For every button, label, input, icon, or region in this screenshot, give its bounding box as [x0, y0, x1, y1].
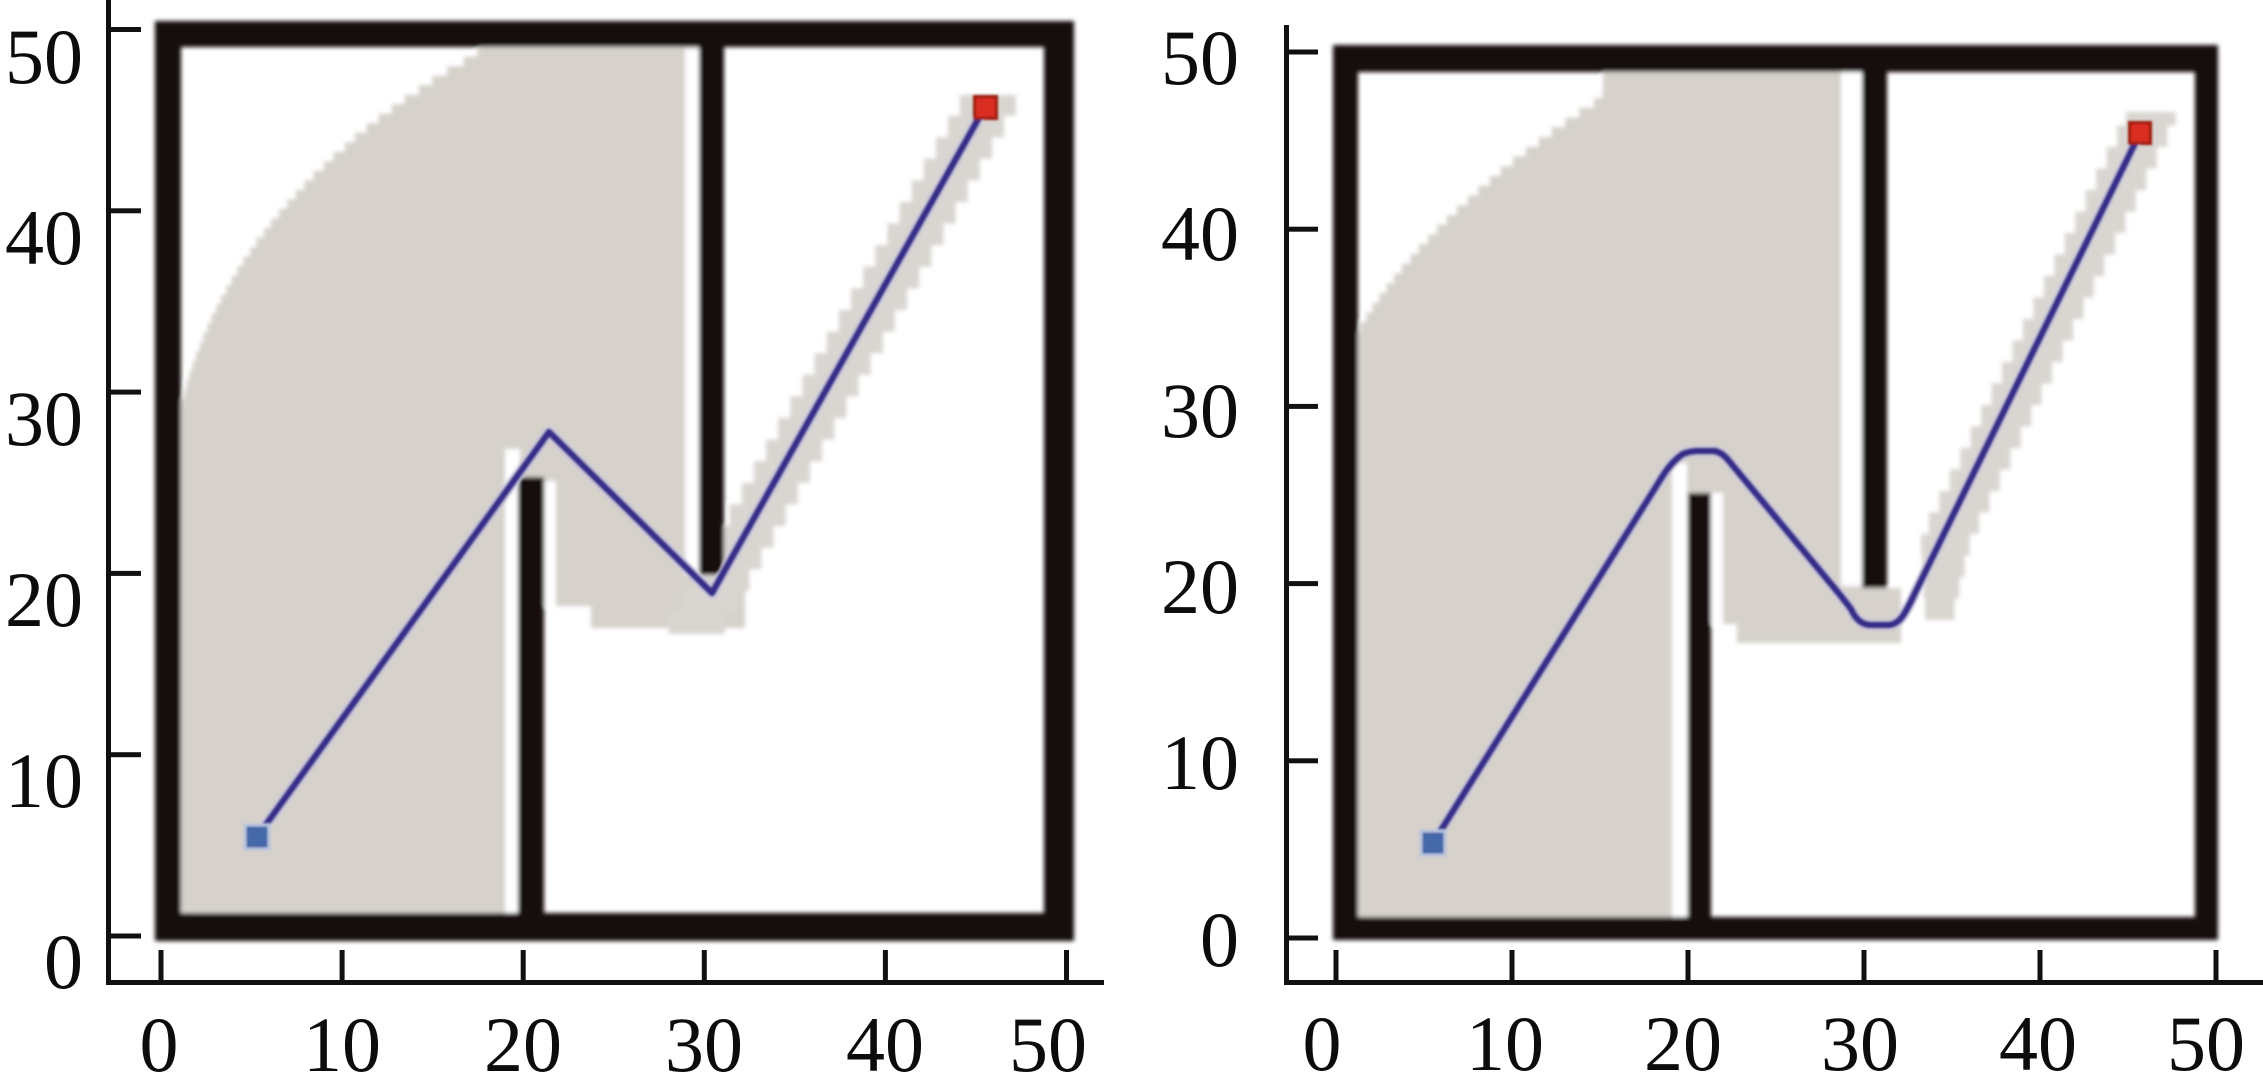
svg-text:40: 40 — [1999, 1000, 2077, 1074]
svg-text:40: 40 — [846, 1001, 924, 1074]
svg-text:20: 20 — [5, 556, 83, 643]
svg-text:0: 0 — [1303, 1000, 1342, 1074]
svg-text:30: 30 — [1821, 1000, 1899, 1074]
svg-text:50: 50 — [1161, 14, 1239, 101]
svg-text:50: 50 — [2167, 1000, 2245, 1074]
svg-text:50: 50 — [1009, 1001, 1087, 1074]
svg-text:20: 20 — [484, 1001, 562, 1074]
svg-text:40: 40 — [5, 194, 83, 281]
svg-text:10: 10 — [303, 1001, 381, 1074]
svg-text:10: 10 — [5, 737, 83, 824]
svg-text:50: 50 — [5, 13, 83, 100]
svg-text:0: 0 — [44, 918, 83, 1005]
svg-text:0: 0 — [140, 1001, 179, 1074]
svg-text:30: 30 — [5, 375, 83, 462]
svg-text:0: 0 — [1200, 896, 1239, 983]
svg-text:30: 30 — [1161, 367, 1239, 454]
svg-text:30: 30 — [665, 1001, 743, 1074]
svg-text:40: 40 — [1161, 190, 1239, 277]
svg-text:20: 20 — [1161, 543, 1239, 630]
svg-text:10: 10 — [1161, 719, 1239, 806]
svg-text:10: 10 — [1466, 1000, 1544, 1074]
svg-text:20: 20 — [1644, 1000, 1722, 1074]
